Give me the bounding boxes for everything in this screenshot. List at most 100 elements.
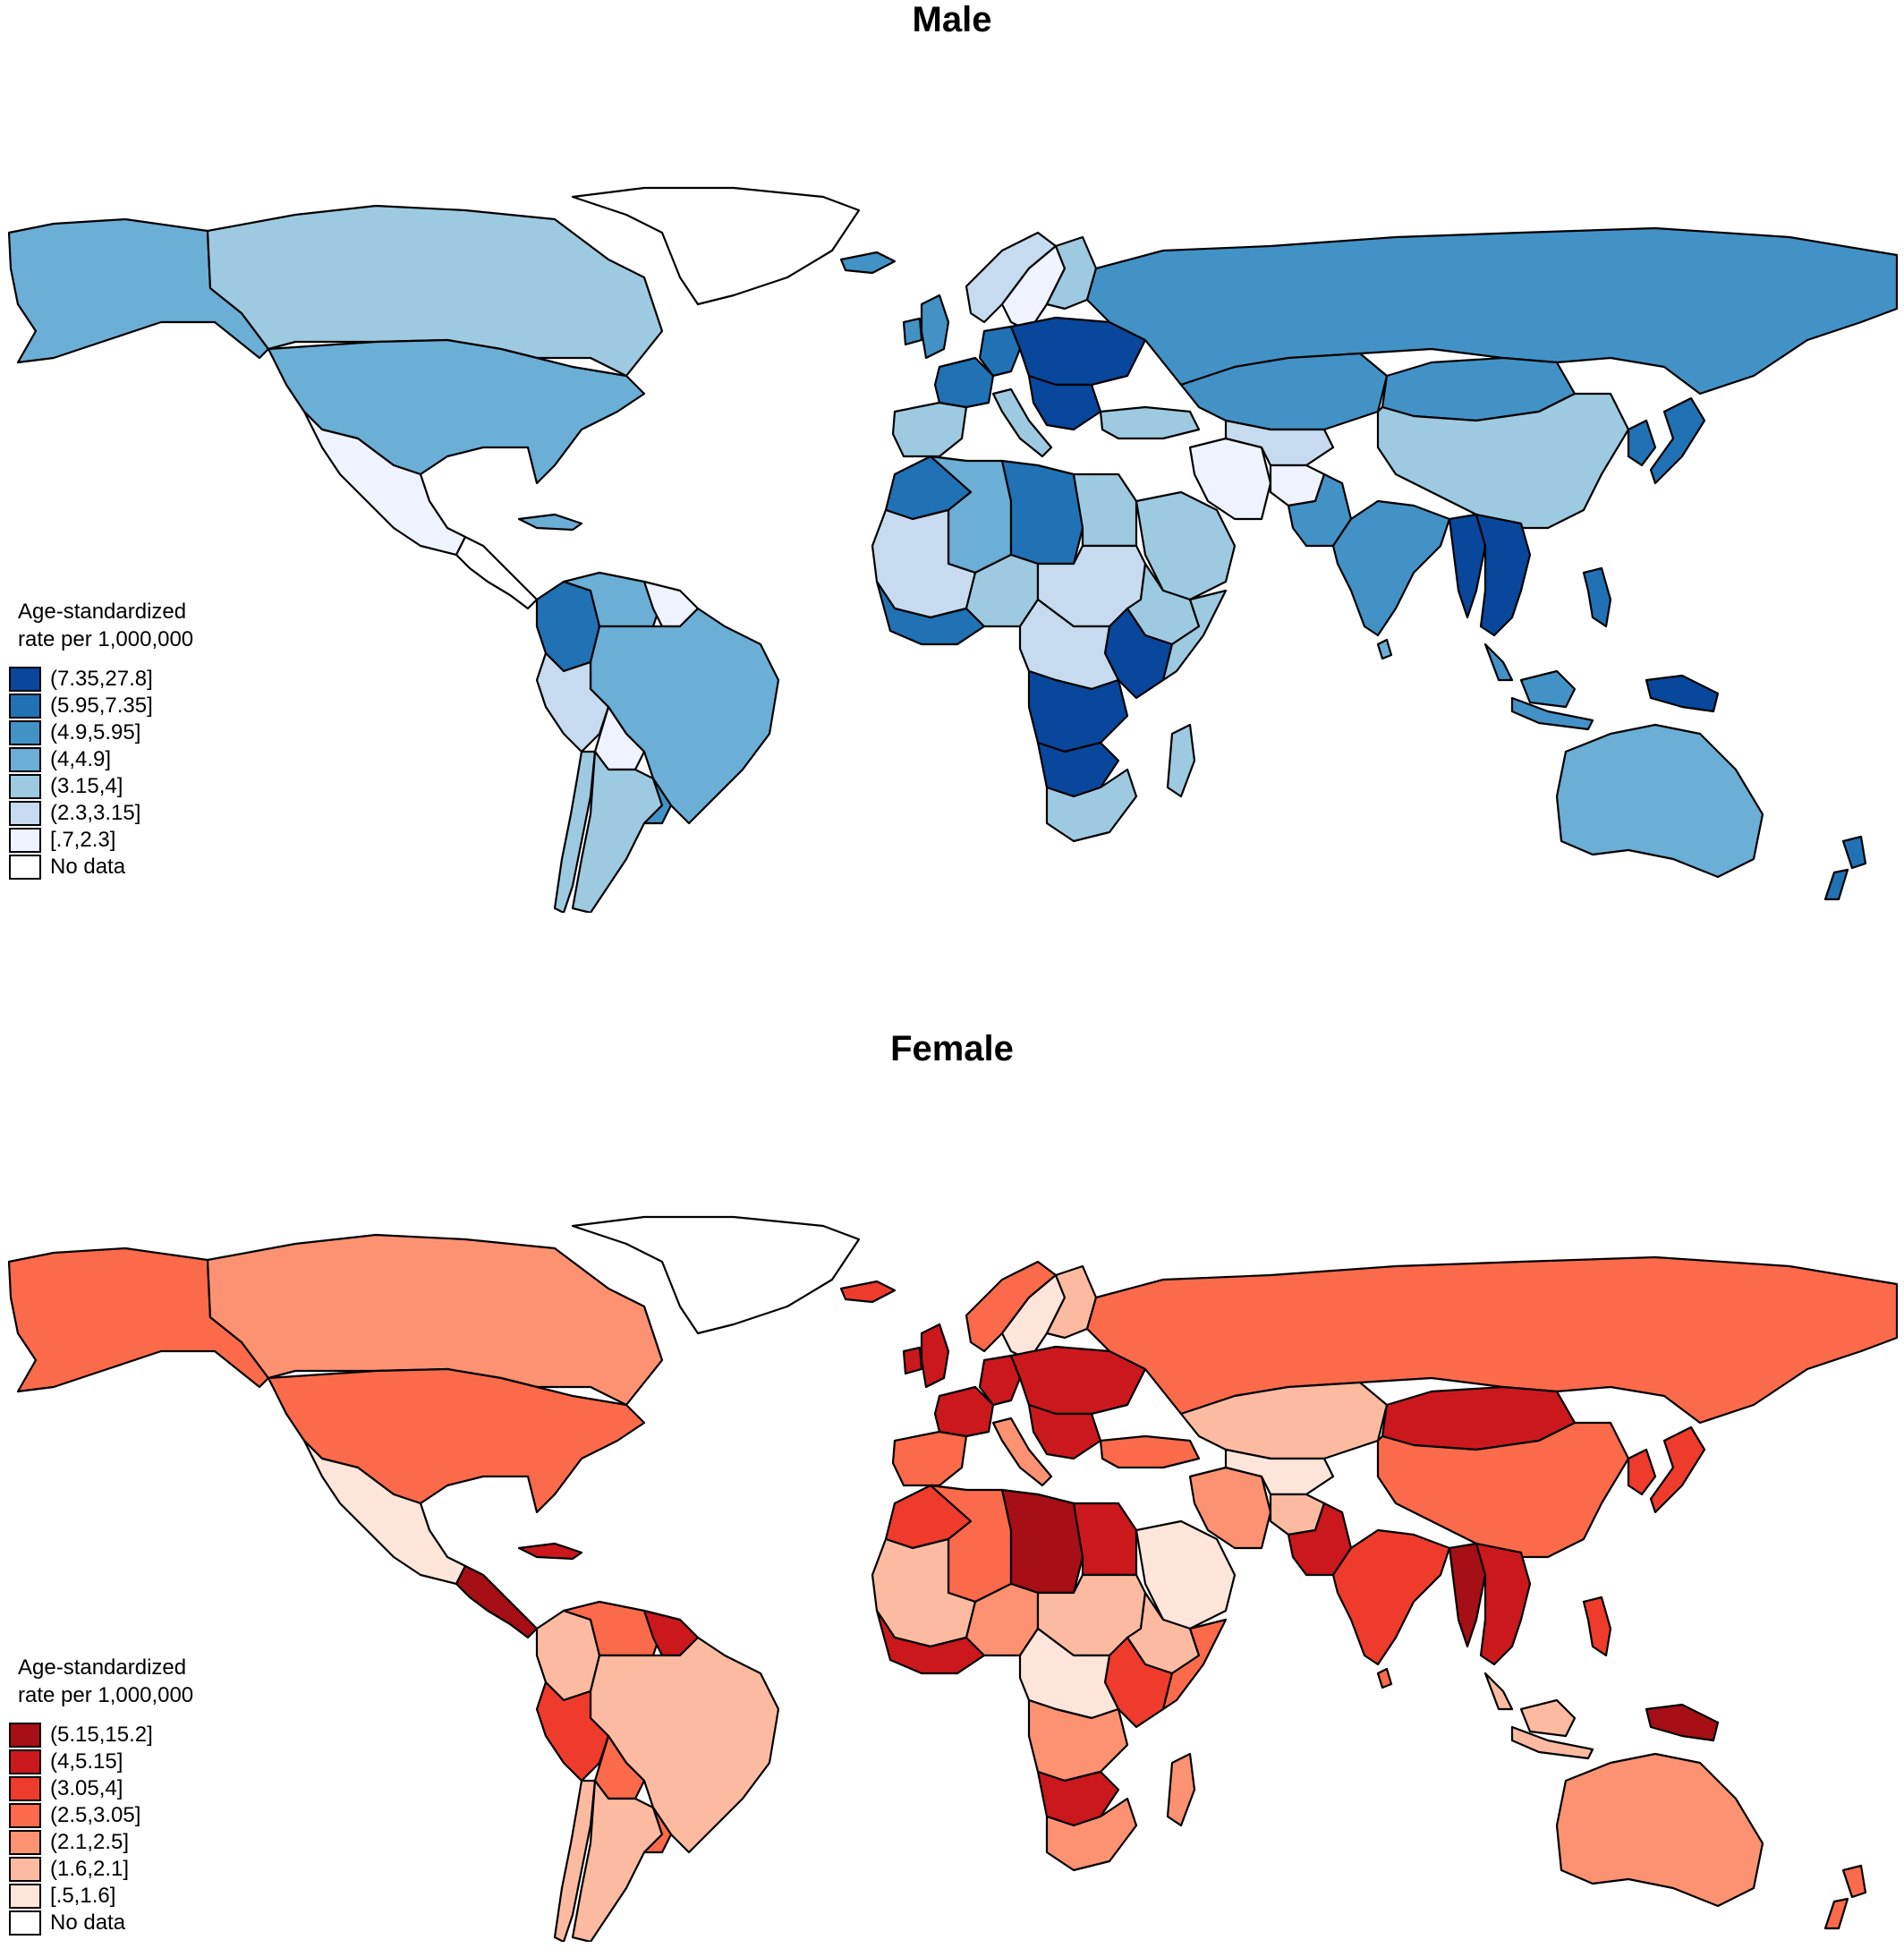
female-legend-swatch [9, 1723, 41, 1748]
female-legend-swatch [9, 1776, 41, 1801]
female-legend-swatch [9, 1749, 41, 1774]
female-legend-item: [.5,1.6] [9, 1883, 193, 1910]
male-region-madagascar [1166, 723, 1196, 798]
male-panel: Male Age-standardized rate per 1,000,000… [0, 0, 1904, 975]
male-legend-swatch [9, 747, 41, 772]
male-legend-title: Age-standardized rate per 1,000,000 [18, 598, 193, 653]
female-legend-label: [.5,1.6] [50, 1884, 116, 1908]
male-legend-label: (5.95,7.35] [50, 693, 153, 718]
male-region-philippines [1582, 566, 1612, 628]
male-region-ireland [902, 317, 923, 346]
male-region-mainland-se-asia [1475, 513, 1532, 637]
male-map-title: Male [912, 0, 992, 39]
female-legend-item: (1.6,2.1] [9, 1856, 193, 1883]
female-legend: Age-standardized rate per 1,000,000 (5.1… [9, 1654, 193, 1936]
male-region-central-america [455, 535, 539, 610]
male-legend-item: (3.15,4] [9, 773, 193, 800]
female-region-uk [920, 1323, 950, 1389]
male-region-iberia [891, 401, 968, 458]
male-region-usa [267, 338, 646, 485]
female-legend-label: (3.05,4] [50, 1776, 123, 1800]
male-legend-title-line2: rate per 1,000,000 [18, 627, 194, 651]
female-region-egypt [1072, 1502, 1138, 1577]
female-region-madagascar [1166, 1752, 1196, 1827]
female-legend-item: (2.5,3.05] [9, 1802, 193, 1829]
male-region-turkey [1099, 405, 1201, 440]
male-region-australia [1555, 723, 1764, 879]
female-legend-label: No data [50, 1910, 126, 1935]
female-region-angola-zambia [1027, 1698, 1129, 1783]
male-legend-swatch [9, 693, 41, 719]
female-region-usa [267, 1367, 646, 1514]
male-legend-label: No data [50, 855, 126, 879]
male-region-somalia [1161, 589, 1228, 682]
female-region-argentina [571, 1779, 664, 1942]
female-region-italy [991, 1417, 1053, 1487]
male-legend-title-line1: Age-standardized [18, 600, 187, 624]
male-legend-item: (2.3,3.15] [9, 800, 193, 827]
male-region-china [1376, 392, 1630, 530]
female-legend-title: Age-standardized rate per 1,000,000 [18, 1654, 193, 1709]
male-legend-item: (7.35,27.8] [9, 666, 193, 693]
female-region-arabia [1135, 1519, 1237, 1630]
female-legend-item: (2.1,2.5] [9, 1829, 193, 1856]
female-region-turkey [1099, 1434, 1201, 1469]
male-legend-label: [.7,2.3] [50, 828, 116, 852]
male-region-angola-zambia [1027, 669, 1129, 753]
female-region-france [933, 1385, 995, 1438]
male-legend-label: (3.15,4] [50, 774, 123, 798]
male-legend-item: No data [9, 854, 193, 881]
male-region-italy [991, 387, 1053, 458]
male-region-france [933, 356, 995, 409]
male-region-finland [1045, 235, 1098, 311]
female-legend-swatch [9, 1830, 41, 1855]
female-legend-item: (5.15,15.2] [9, 1722, 193, 1749]
male-legend-items: (7.35,27.8] (5.95,7.35] (4.9,5.95] (4,4.9] (… [9, 666, 193, 881]
male-region-south-africa [1045, 768, 1138, 843]
male-region-iceland [839, 251, 897, 275]
male-legend-swatch [9, 667, 41, 692]
male-region-eastern-europe [1009, 316, 1147, 387]
female-region-iceland [839, 1280, 897, 1304]
male-world-map [7, 186, 1899, 913]
male-region-greenland [571, 186, 861, 306]
male-legend-swatch [9, 720, 41, 745]
female-region-china [1376, 1421, 1630, 1559]
male-region-new-zealand [1823, 835, 1867, 901]
male-region-libya [1000, 459, 1084, 566]
male-legend-item: (4,4.9] [9, 746, 193, 773]
male-legend: Age-standardized rate per 1,000,000 (7.3… [9, 598, 193, 881]
male-region-png [1645, 674, 1720, 713]
female-region-south-africa [1045, 1797, 1138, 1872]
female-region-australia [1555, 1752, 1764, 1908]
female-region-sri-lanka [1376, 1667, 1393, 1689]
female-region-mainland-se-asia [1475, 1542, 1532, 1666]
female-legend-item: (4,5.15] [9, 1749, 193, 1775]
female-world-map [7, 1215, 1899, 1942]
female-region-greenland [571, 1215, 861, 1335]
male-region-caribbean [517, 513, 583, 532]
female-region-ireland [902, 1346, 923, 1375]
female-region-somalia [1161, 1618, 1228, 1711]
female-legend-swatch [9, 1910, 41, 1936]
female-region-india [1331, 1528, 1451, 1666]
female-legend-item: (3.05,4] [9, 1775, 193, 1802]
female-legend-title-line2: rate per 1,000,000 [18, 1683, 194, 1707]
male-region-alaska [7, 217, 270, 364]
female-legend-item: No data [9, 1910, 193, 1936]
male-legend-label: (2.3,3.15] [50, 801, 141, 825]
female-region-new-zealand [1823, 1864, 1867, 1930]
female-region-central-america [455, 1564, 539, 1639]
female-legend-label: (1.6,2.1] [50, 1857, 130, 1881]
male-region-uk [920, 294, 950, 360]
male-legend-swatch [9, 828, 41, 853]
female-legend-label: (2.5,3.05] [50, 1803, 141, 1827]
female-region-korea-japan [1627, 1425, 1706, 1514]
male-region-argentina [571, 750, 664, 913]
male-legend-swatch [9, 774, 41, 799]
male-region-malaysia-indonesia [1483, 642, 1594, 731]
male-legend-label: (7.35,27.8] [50, 667, 153, 691]
male-legend-swatch [9, 855, 41, 880]
male-region-korea-japan [1627, 396, 1706, 485]
female-region-philippines [1582, 1595, 1612, 1657]
